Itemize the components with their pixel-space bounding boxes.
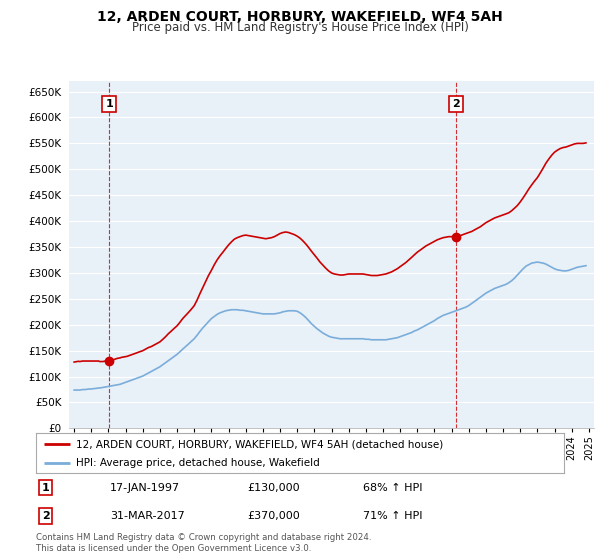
Text: 1: 1 [105,99,113,109]
Text: £130,000: £130,000 [247,483,300,493]
Text: 12, ARDEN COURT, HORBURY, WAKEFIELD, WF4 5AH: 12, ARDEN COURT, HORBURY, WAKEFIELD, WF4… [97,10,503,24]
Text: HPI: Average price, detached house, Wakefield: HPI: Average price, detached house, Wake… [76,458,319,468]
Text: £370,000: £370,000 [247,511,300,521]
Text: 71% ↑ HPI: 71% ↑ HPI [364,511,423,521]
Text: 1: 1 [41,483,49,493]
Text: 2: 2 [452,99,460,109]
Text: 12, ARDEN COURT, HORBURY, WAKEFIELD, WF4 5AH (detached house): 12, ARDEN COURT, HORBURY, WAKEFIELD, WF4… [76,439,443,449]
Text: 17-JAN-1997: 17-JAN-1997 [110,483,180,493]
Text: 2: 2 [41,511,49,521]
Text: 31-MAR-2017: 31-MAR-2017 [110,511,185,521]
Text: Price paid vs. HM Land Registry's House Price Index (HPI): Price paid vs. HM Land Registry's House … [131,21,469,34]
Text: Contains HM Land Registry data © Crown copyright and database right 2024.
This d: Contains HM Land Registry data © Crown c… [36,533,371,553]
Text: 68% ↑ HPI: 68% ↑ HPI [364,483,423,493]
